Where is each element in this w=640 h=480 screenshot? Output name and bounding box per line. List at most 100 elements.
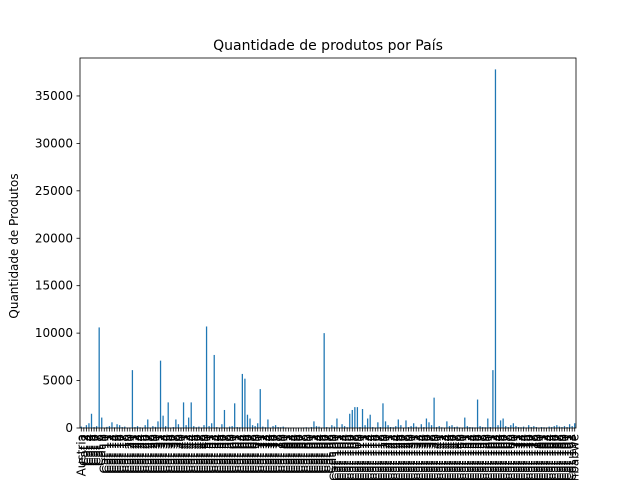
x-tick-label: Cat 53 xyxy=(207,434,221,474)
bar xyxy=(177,424,180,428)
bar xyxy=(395,426,397,428)
x-tick-label: Cat 105 xyxy=(340,434,354,480)
bar xyxy=(147,419,149,428)
x-tick-label: Cat 91 xyxy=(304,434,318,474)
x-tick-label: Cat 128 xyxy=(399,434,413,480)
bar xyxy=(415,426,417,428)
x-tick-label: Cat 129 xyxy=(402,434,416,480)
x-tick-label: Cat 140 xyxy=(430,434,444,480)
bar xyxy=(101,417,103,428)
bar xyxy=(356,407,359,428)
x-tick-label: Cat 61 xyxy=(228,434,242,474)
x-tick-label: Cat 135 xyxy=(417,434,431,480)
x-tick-label: Cat 154 xyxy=(465,434,479,480)
x-tick-label: Cat 171 xyxy=(509,434,523,480)
x-tick-label: Cat 146 xyxy=(445,434,459,480)
bar xyxy=(428,422,430,428)
x-tick-label: Cat 38 xyxy=(169,434,183,474)
bar xyxy=(430,425,433,428)
y-tick-label: 0 xyxy=(65,421,73,435)
bar xyxy=(208,426,210,428)
x-tick-label: Cat 136 xyxy=(419,434,433,480)
x-tick-label: Cat 98 xyxy=(322,434,336,474)
x-tick-label: Cat 59 xyxy=(223,434,237,474)
bar xyxy=(315,426,318,428)
bar xyxy=(228,426,231,428)
x-tick-label: Cat 126 xyxy=(394,434,408,480)
bar xyxy=(341,424,343,428)
x-tick-label: Cat 52 xyxy=(205,434,219,474)
bar xyxy=(349,413,351,428)
x-tick-label: Zimbabwe xyxy=(568,434,582,480)
bar xyxy=(85,425,88,428)
x-tick-label: Cat 58 xyxy=(220,434,234,474)
bar xyxy=(372,427,374,428)
bar xyxy=(464,417,466,428)
x-tick-label: Cat 36 xyxy=(164,434,178,474)
x-tick-label: Cat 67 xyxy=(243,434,257,474)
bar xyxy=(497,425,499,428)
bar xyxy=(361,409,364,428)
x-tick-label: Cat 28 xyxy=(143,434,157,474)
x-tick-label: Cat 22 xyxy=(128,434,142,474)
bar xyxy=(259,389,261,428)
bar xyxy=(336,418,338,428)
x-tick-label: Cat 68 xyxy=(246,434,260,474)
x-tick-label: Cat 166 xyxy=(496,434,510,480)
bar xyxy=(369,414,371,428)
x-tick-label: Cat 100 xyxy=(327,434,341,480)
bar xyxy=(384,421,387,428)
x-tick-label: Cat 96 xyxy=(317,434,331,474)
bar xyxy=(561,427,563,428)
x-tick-label: Cat 13 xyxy=(105,434,119,474)
x-tick-label: Cat 104 xyxy=(338,434,352,480)
bar xyxy=(366,418,369,428)
bar xyxy=(502,418,504,428)
bar xyxy=(165,426,167,428)
bar xyxy=(487,418,489,428)
x-tick-label: Cat 168 xyxy=(501,434,515,480)
bar xyxy=(466,426,468,428)
bar xyxy=(451,425,453,428)
x-tick-label: Cat 172 xyxy=(511,434,525,480)
x-tick-label: Cat 55 xyxy=(212,434,226,474)
x-tick-label: Cat 69 xyxy=(248,434,262,474)
x-tick-label: Cat 161 xyxy=(483,434,497,480)
bar xyxy=(262,426,264,428)
x-tick-label: Cat 179 xyxy=(529,434,543,480)
bar xyxy=(566,427,568,428)
bar xyxy=(310,427,313,428)
x-tick-label: Cat 110 xyxy=(353,434,367,480)
bar xyxy=(90,413,93,428)
x-tick-label: Cat 181 xyxy=(534,434,548,480)
x-tick-label: Cat 11 xyxy=(100,434,114,474)
bar xyxy=(469,427,471,428)
y-tick-label: 15000 xyxy=(35,279,73,293)
bar xyxy=(274,425,277,428)
x-tick-label: Cat 76 xyxy=(266,434,280,474)
x-tick-label: Cat 88 xyxy=(297,434,311,474)
bar xyxy=(216,427,218,428)
x-tick-label: Cat 93 xyxy=(309,434,323,474)
bar xyxy=(188,417,190,428)
x-tick-label: Cat 132 xyxy=(409,434,423,480)
bar xyxy=(213,354,215,428)
x-tick-label: Cat 115 xyxy=(366,434,380,480)
bar xyxy=(244,378,246,428)
bar xyxy=(106,426,108,428)
x-tick-label: Cat 86 xyxy=(292,434,306,474)
bar xyxy=(185,425,187,428)
x-tick-label: Cat 5 xyxy=(85,434,99,466)
y-tick-label: 20000 xyxy=(35,231,73,245)
x-tick-label: Cat 30 xyxy=(148,434,162,474)
x-tick-label: Cat 94 xyxy=(312,434,326,474)
x-tick-label: Cat 72 xyxy=(256,434,270,474)
bar xyxy=(533,426,535,428)
x-tick-label: Cat 37 xyxy=(166,434,180,474)
x-tick-label: Cat 42 xyxy=(179,434,193,474)
bar xyxy=(548,426,550,428)
x-tick-label: Austria xyxy=(74,434,88,476)
x-tick-label: Cat 155 xyxy=(468,434,482,480)
x-tick-label: Cat 97 xyxy=(320,434,334,474)
